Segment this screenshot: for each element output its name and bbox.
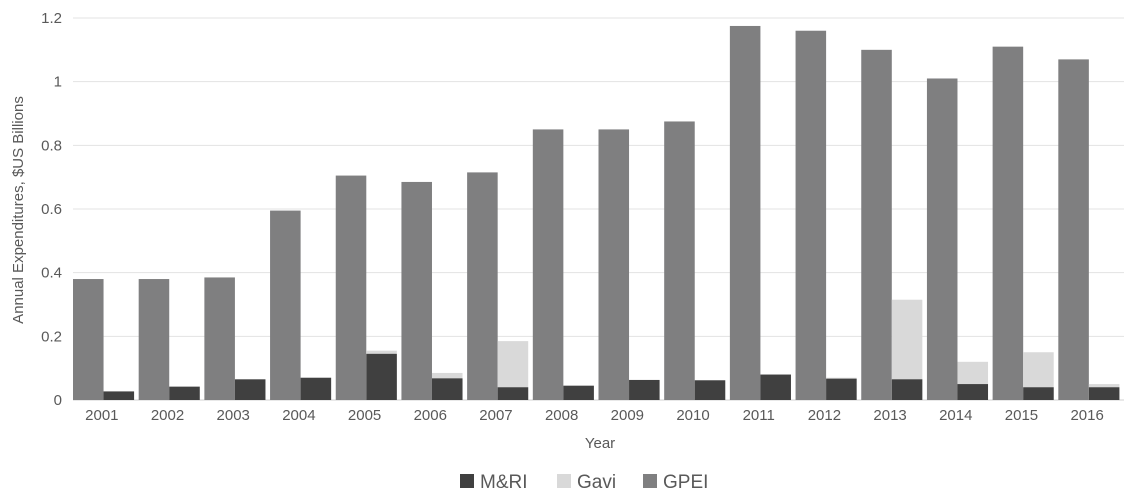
bar-gpei-2007 <box>467 172 498 400</box>
x-tick-label: 2006 <box>414 407 447 424</box>
y-tick-label: 1 <box>54 74 62 91</box>
bar-gpei-2010 <box>664 121 695 400</box>
y-tick-label: 0.4 <box>41 265 62 282</box>
bar-gpei-2016 <box>1058 59 1089 401</box>
bar-gpei-2008 <box>532 129 564 400</box>
y-tick-label: 1.2 <box>41 10 62 27</box>
x-tick-label: 2009 <box>611 407 644 424</box>
bar-gpei-2013 <box>861 49 892 400</box>
y-tick-label: 0 <box>54 392 62 409</box>
bar-m-ri-2015 <box>1023 387 1054 400</box>
bar-m-ri-2014 <box>957 384 989 400</box>
bar-m-ri-2012 <box>826 378 857 400</box>
bar-m-ri-2011 <box>760 374 791 400</box>
legend-swatch <box>460 474 474 488</box>
x-tick-label: 2005 <box>348 407 381 424</box>
bar-m-ri-2007 <box>497 387 529 400</box>
bar-gpei-2004 <box>270 210 301 400</box>
legend-label: M&RI <box>480 472 528 493</box>
x-tick-label: 2014 <box>939 407 972 424</box>
y-tick-label: 0.2 <box>41 328 62 345</box>
legend-label: Gavi <box>577 472 616 493</box>
bar-gpei-2002 <box>138 279 170 400</box>
y-tick-label: 0.8 <box>41 137 62 154</box>
x-tick-label: 2013 <box>873 407 906 424</box>
bar-gpei-2014 <box>926 78 958 400</box>
legend-swatch <box>557 474 571 488</box>
x-tick-label: 2004 <box>282 407 315 424</box>
bar-m-ri-2005 <box>366 353 397 400</box>
x-tick-label: 2012 <box>808 407 841 424</box>
legend: M&RI Gavi GPEI <box>460 472 708 493</box>
bar-m-ri-2008 <box>563 385 594 400</box>
x-tick-label: 2003 <box>217 407 250 424</box>
bar-gpei-2012 <box>795 30 827 400</box>
bar-gpei-2015 <box>992 46 1024 401</box>
x-tick-labels: 2001 2002 2003 2004 2005 2006 2007 2008 2009 2010… <box>85 407 1104 424</box>
bar-m-ri-2001 <box>103 391 135 400</box>
bar-gpei-2009 <box>598 129 630 400</box>
bar-m-ri-2010 <box>694 380 726 400</box>
bar-gpei-2006 <box>401 181 432 400</box>
y-axis-title: Annual Expenditures, $US Billions <box>10 96 27 324</box>
bar-m-ri-2013 <box>891 379 923 400</box>
bar-m-ri-2016 <box>1088 387 1120 400</box>
x-tick-label: 2007 <box>479 407 512 424</box>
bar-m-ri-2004 <box>300 377 332 400</box>
y-tick-label: 0.6 <box>41 201 62 218</box>
x-tick-label: 2016 <box>1070 407 1103 424</box>
x-tick-label: 2002 <box>151 407 184 424</box>
bar-m-ri-2006 <box>431 378 463 400</box>
bar-m-ri-2002 <box>169 386 200 400</box>
y-tick-labels: 0 0.2 0.4 0.6 0.8 1 1.2 <box>41 10 62 409</box>
bar-gpei-2011 <box>729 25 761 400</box>
x-tick-label: 2015 <box>1005 407 1038 424</box>
legend-swatch <box>643 474 657 488</box>
bar-m-ri-2009 <box>629 379 660 400</box>
x-tick-label: 2008 <box>545 407 578 424</box>
x-tick-label: 2001 <box>85 407 118 424</box>
bar-gpei-2005 <box>335 175 367 400</box>
bar-gpei-2001 <box>73 279 104 400</box>
bar-m-ri-2003 <box>234 379 266 400</box>
legend-label: GPEI <box>663 472 708 493</box>
x-axis-title: Year <box>585 435 615 452</box>
bar-gpei-2003 <box>204 277 235 400</box>
bars <box>73 25 1120 401</box>
x-tick-label: 2010 <box>676 407 709 424</box>
x-tick-label: 2011 <box>743 407 775 424</box>
